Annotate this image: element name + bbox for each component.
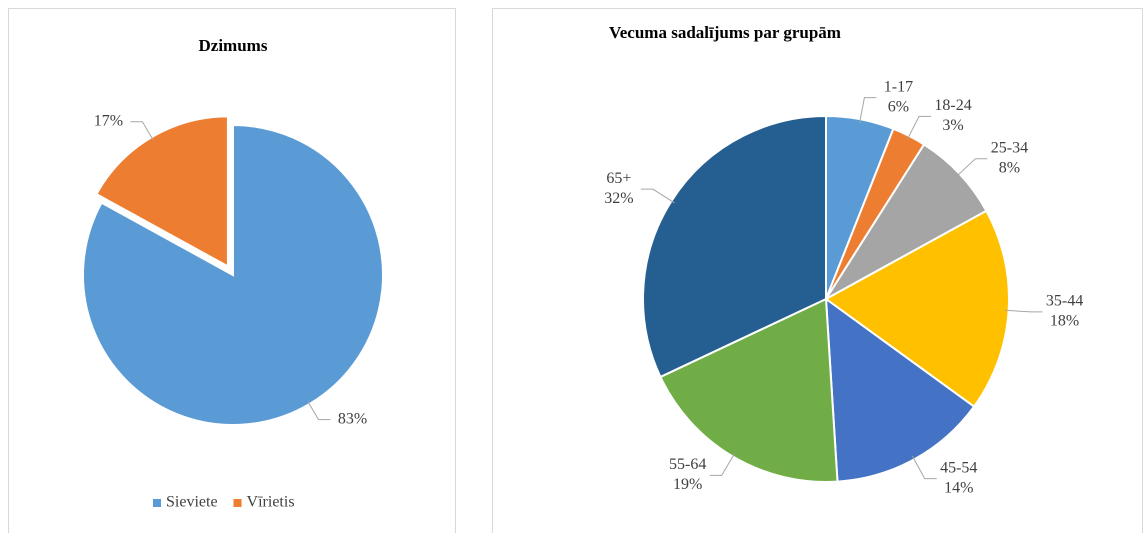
leader-line: [1004, 309, 1043, 313]
data-label: 14%: [944, 479, 973, 496]
data-label-category: 45-54: [940, 459, 977, 476]
chart-frame: [492, 8, 1143, 533]
data-label-category: 1-17: [884, 78, 913, 95]
chart-frame: [8, 8, 456, 533]
leader-line: [640, 188, 675, 204]
leader-line: [911, 455, 937, 480]
data-label-category: 18-24: [934, 97, 971, 114]
data-label: 83%: [338, 410, 367, 427]
leader-line: [307, 401, 331, 421]
chart-title: Vecuma sadalījums par grupām: [609, 23, 841, 42]
data-label: 8%: [999, 159, 1020, 176]
data-label: 3%: [942, 117, 963, 134]
leader-line: [956, 158, 988, 177]
data-label: 19%: [673, 476, 702, 493]
data-label: 17%: [94, 112, 123, 129]
data-label: 18%: [1050, 313, 1079, 330]
legend-label: Sieviete: [166, 494, 218, 511]
legend-swatch: [153, 499, 161, 507]
leader-line: [859, 97, 877, 123]
data-label-category: 55-64: [669, 456, 706, 473]
leader-line: [906, 115, 932, 140]
data-label-category: 35-44: [1046, 293, 1083, 310]
data-label: 32%: [604, 190, 633, 207]
leader-line: [130, 121, 154, 141]
chart-title: Dzimums: [199, 36, 268, 55]
data-label-category: 65+: [606, 170, 631, 187]
leader-line: [709, 453, 736, 476]
legend-swatch: [233, 499, 242, 507]
legend-label: Vīrietis: [247, 494, 295, 511]
data-label: 6%: [888, 98, 909, 115]
data-label-category: 25-34: [991, 139, 1028, 156]
